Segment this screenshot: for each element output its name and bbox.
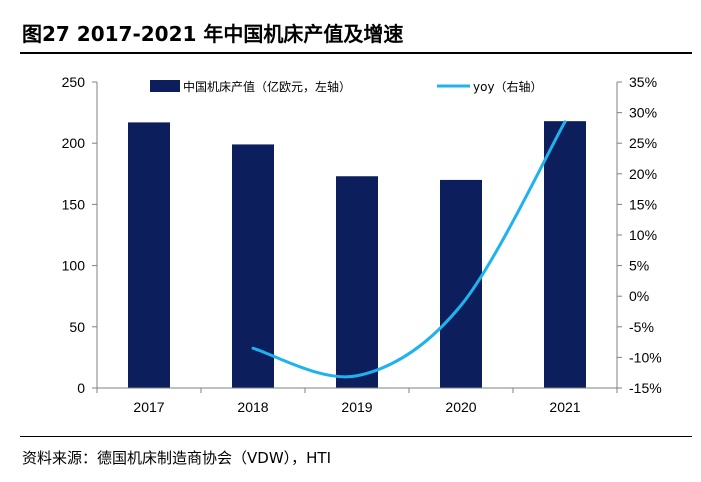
right-tick-label: 30% — [629, 105, 657, 121]
right-tick-label: 10% — [629, 227, 657, 243]
yoy-line — [251, 120, 567, 379]
right-tick-label: 35% — [629, 74, 657, 90]
right-tick-label: 0% — [629, 288, 649, 304]
x-tick-label: 2020 — [445, 399, 476, 415]
x-tick-label: 2018 — [237, 399, 268, 415]
bar-2019 — [336, 176, 378, 388]
legend-line-label: yoy（右轴） — [473, 79, 543, 94]
legend-bar-label: 中国机床产值（亿欧元，左轴） — [183, 79, 351, 94]
right-tick-label: 15% — [629, 196, 657, 212]
legend-bar-swatch — [150, 80, 180, 92]
source-divider — [20, 436, 692, 437]
title-divider — [20, 52, 692, 54]
left-tick-label: 50 — [69, 319, 85, 335]
x-tick-label: 2021 — [549, 399, 580, 415]
chart-title: 图27 2017-2021 年中国机床产值及增速 — [22, 22, 404, 46]
right-tick-label: -10% — [629, 349, 662, 365]
bar-2021 — [544, 121, 586, 388]
x-tick-label: 2017 — [133, 399, 164, 415]
source-note: 资料来源：德国机床制造商协会（VDW），HTI — [22, 449, 332, 467]
left-tick-label: 200 — [62, 135, 86, 151]
left-tick-label: 150 — [62, 196, 86, 212]
x-tick-label: 2019 — [341, 399, 372, 415]
right-tick-label: -15% — [629, 380, 662, 396]
bar-2018 — [232, 144, 274, 388]
right-tick-label: 25% — [629, 135, 657, 151]
left-tick-label: 0 — [77, 380, 85, 396]
right-tick-label: -5% — [629, 319, 654, 335]
right-tick-label: 20% — [629, 166, 657, 182]
left-tick-label: 100 — [62, 258, 86, 274]
left-tick-label: 250 — [62, 74, 86, 90]
right-tick-label: 5% — [629, 258, 649, 274]
bar-2017 — [128, 122, 170, 388]
